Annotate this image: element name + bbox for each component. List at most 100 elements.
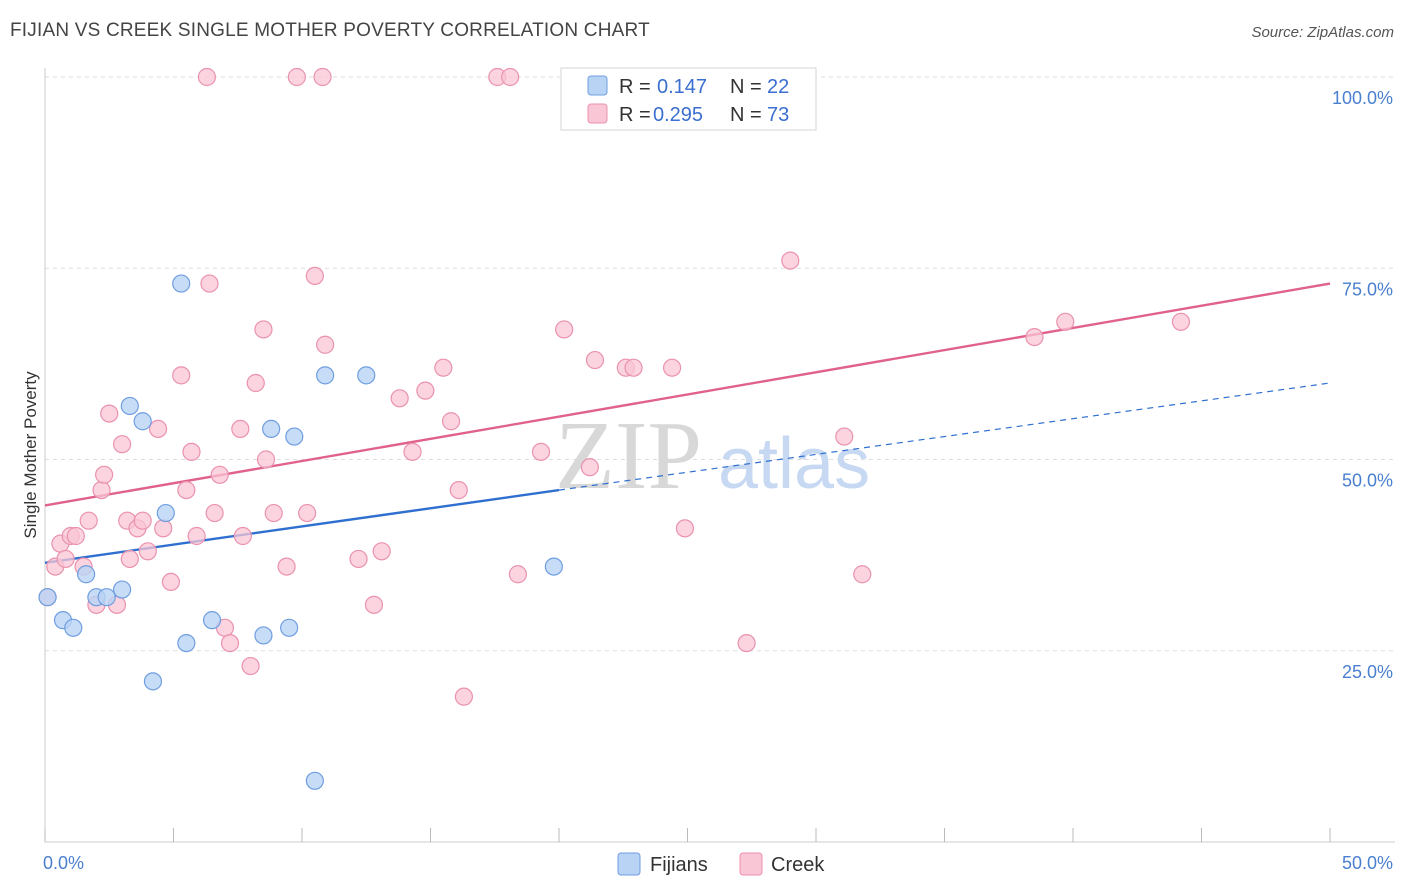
stats-legend: R = 0.147 N = 22 R = 0.295 N = 73 xyxy=(560,67,817,131)
legend-swatch-fijians xyxy=(587,75,608,96)
data-point-creek xyxy=(403,442,422,461)
data-point-creek xyxy=(585,350,605,370)
data-point-fijians xyxy=(285,427,304,446)
data-point-creek xyxy=(79,511,98,530)
data-point-creek xyxy=(138,542,157,561)
source-credit: Source: ZipAtlas.com xyxy=(1251,24,1394,41)
data-point-creek xyxy=(1171,312,1191,331)
data-point-fijians xyxy=(280,618,299,637)
data-point-creek xyxy=(220,633,240,653)
data-point-creek xyxy=(853,565,872,584)
data-point-creek xyxy=(231,419,250,438)
legend-r-label-fijians: R = xyxy=(619,76,651,98)
data-point-creek xyxy=(781,251,800,270)
data-point-creek xyxy=(200,274,219,293)
legend-swatch-creek xyxy=(587,103,608,124)
data-point-fijians xyxy=(305,771,324,790)
data-point-fijians xyxy=(357,366,376,385)
data-point-fijians xyxy=(177,633,196,653)
data-point-creek xyxy=(454,687,474,706)
data-point-creek xyxy=(66,526,85,546)
data-point-creek xyxy=(233,526,252,546)
data-point-creek xyxy=(390,389,409,408)
chart-title: FIJIAN VS CREEK SINGLE MOTHER POVERTY CO… xyxy=(10,20,650,41)
data-point-fijians xyxy=(172,274,191,293)
data-point-creek xyxy=(187,526,206,546)
data-point-fijians xyxy=(120,396,139,416)
data-point-creek xyxy=(210,465,229,484)
y-axis-label: Single Mother Poverty xyxy=(21,371,40,539)
data-point-creek xyxy=(316,335,335,354)
data-point-creek xyxy=(580,458,599,477)
data-point-creek xyxy=(501,67,520,87)
data-point-creek xyxy=(287,67,306,87)
bottom-legend-swatch-fijians xyxy=(617,852,641,876)
data-point-fijians xyxy=(202,611,222,630)
data-point-creek xyxy=(112,435,132,454)
data-point-creek xyxy=(305,266,324,285)
data-point-creek xyxy=(154,519,173,538)
data-point-creek xyxy=(449,481,468,500)
data-point-creek xyxy=(737,633,756,653)
tick-labels: 100.0% 75.0% 50.0% 25.0% 0.0% 50.0% xyxy=(43,88,1393,873)
data-point-creek xyxy=(197,67,217,87)
data-point-creek xyxy=(264,503,283,523)
data-point-creek xyxy=(531,442,551,461)
data-point-creek xyxy=(349,549,368,569)
data-point-creek xyxy=(441,412,461,431)
trend-line-creek xyxy=(44,282,1331,507)
legend-n-value-fijians: 22 xyxy=(767,76,789,98)
data-point-fijians xyxy=(156,503,175,523)
data-point-creek xyxy=(662,358,682,377)
data-point-creek xyxy=(1025,328,1044,347)
legend-n-label-creek: N = xyxy=(730,104,762,126)
data-point-creek xyxy=(133,511,152,530)
data-point-creek xyxy=(120,549,139,569)
legend-r-value-fijians: 0.147 xyxy=(657,76,707,98)
data-point-creek xyxy=(624,358,643,377)
watermark: ZIP atlas xyxy=(555,402,870,510)
data-point-fijians xyxy=(143,672,163,691)
data-point-fijians xyxy=(97,588,116,607)
watermark-zip: ZIP xyxy=(555,402,702,510)
series-legend: Fijians Creek xyxy=(617,852,825,876)
data-point-creek xyxy=(416,381,435,400)
data-point-creek xyxy=(205,503,224,523)
legend-n-label-fijians: N = xyxy=(730,76,762,98)
data-point-creek xyxy=(508,565,527,584)
data-point-fijians xyxy=(544,557,563,576)
data-point-creek xyxy=(364,595,384,614)
data-point-creek xyxy=(256,450,276,469)
data-point-creek xyxy=(56,549,75,569)
data-point-creek xyxy=(246,373,265,393)
data-point-creek xyxy=(95,465,114,484)
data-point-fijians xyxy=(254,626,273,645)
legend-n-value-creek: 73 xyxy=(767,104,789,126)
data-point-creek xyxy=(277,557,296,576)
y-tick-label: 75.0% xyxy=(1342,279,1393,299)
trend-line-fijians-extension xyxy=(558,382,1331,491)
data-point-creek xyxy=(434,358,453,377)
data-point-creek xyxy=(835,427,854,446)
data-point-creek xyxy=(372,542,391,561)
data-point-creek xyxy=(313,67,332,87)
data-points xyxy=(38,67,1191,790)
y-tick-label: 100.0% xyxy=(1332,88,1393,108)
data-point-fijians xyxy=(77,565,96,584)
x-tick-label-min: 0.0% xyxy=(43,853,84,873)
data-point-creek xyxy=(148,419,168,438)
data-point-fijians xyxy=(112,580,132,599)
bottom-legend-swatch-creek xyxy=(739,852,763,876)
data-point-fijians xyxy=(133,412,152,431)
data-point-creek xyxy=(298,503,317,523)
data-point-creek xyxy=(177,481,196,500)
grid xyxy=(45,76,1395,652)
data-point-fijians xyxy=(38,588,57,607)
y-tick-label: 25.0% xyxy=(1342,662,1393,682)
data-point-creek xyxy=(161,572,181,592)
data-point-fijians xyxy=(262,419,281,438)
bottom-legend-creek: Creek xyxy=(771,854,825,876)
data-point-creek xyxy=(100,404,119,423)
data-point-fijians xyxy=(64,618,83,637)
x-tick-label-max: 50.0% xyxy=(1342,853,1393,873)
